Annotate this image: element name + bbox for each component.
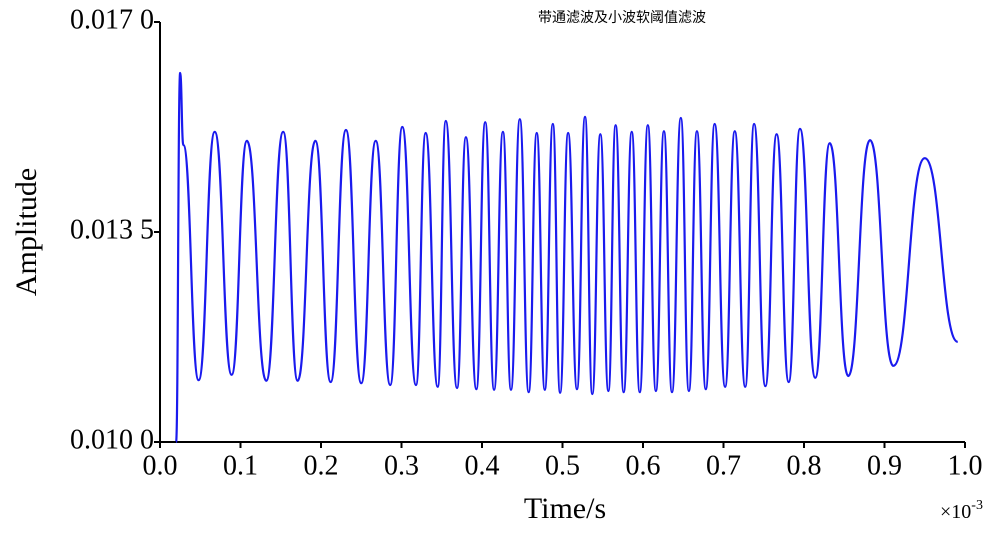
chart-title: 带通滤波及小波软阈值滤波 <box>538 10 706 26</box>
x-tick-label: 0.2 <box>304 450 339 481</box>
x-tick-label: 0.3 <box>384 450 419 481</box>
x-multiplier-exponent: -3 <box>971 498 983 513</box>
y-tick-label: 0.010 0 <box>70 424 154 455</box>
signal-line <box>175 71 959 444</box>
x-multiplier: ×10-3 <box>940 498 983 523</box>
x-tick-label: 0.4 <box>465 450 500 481</box>
x-axis-label: Time/s <box>524 492 606 525</box>
x-tick-label: 0.1 <box>223 450 258 481</box>
y-tick-label: 0.017 0 <box>70 4 154 35</box>
x-tick-label: 0.9 <box>867 450 902 481</box>
x-tick-label: 0.0 <box>143 450 178 481</box>
x-tick-label: 0.8 <box>787 450 822 481</box>
x-multiplier-base: ×10 <box>940 501 971 523</box>
x-tick-label: 0.6 <box>626 450 661 481</box>
x-tick-label: 0.5 <box>545 450 580 481</box>
x-tick-label: 0.7 <box>706 450 741 481</box>
x-tick-label: 1.0 <box>948 450 983 481</box>
y-axis-label: Amplitude <box>10 168 43 296</box>
y-tick-label: 0.013 5 <box>70 214 154 245</box>
